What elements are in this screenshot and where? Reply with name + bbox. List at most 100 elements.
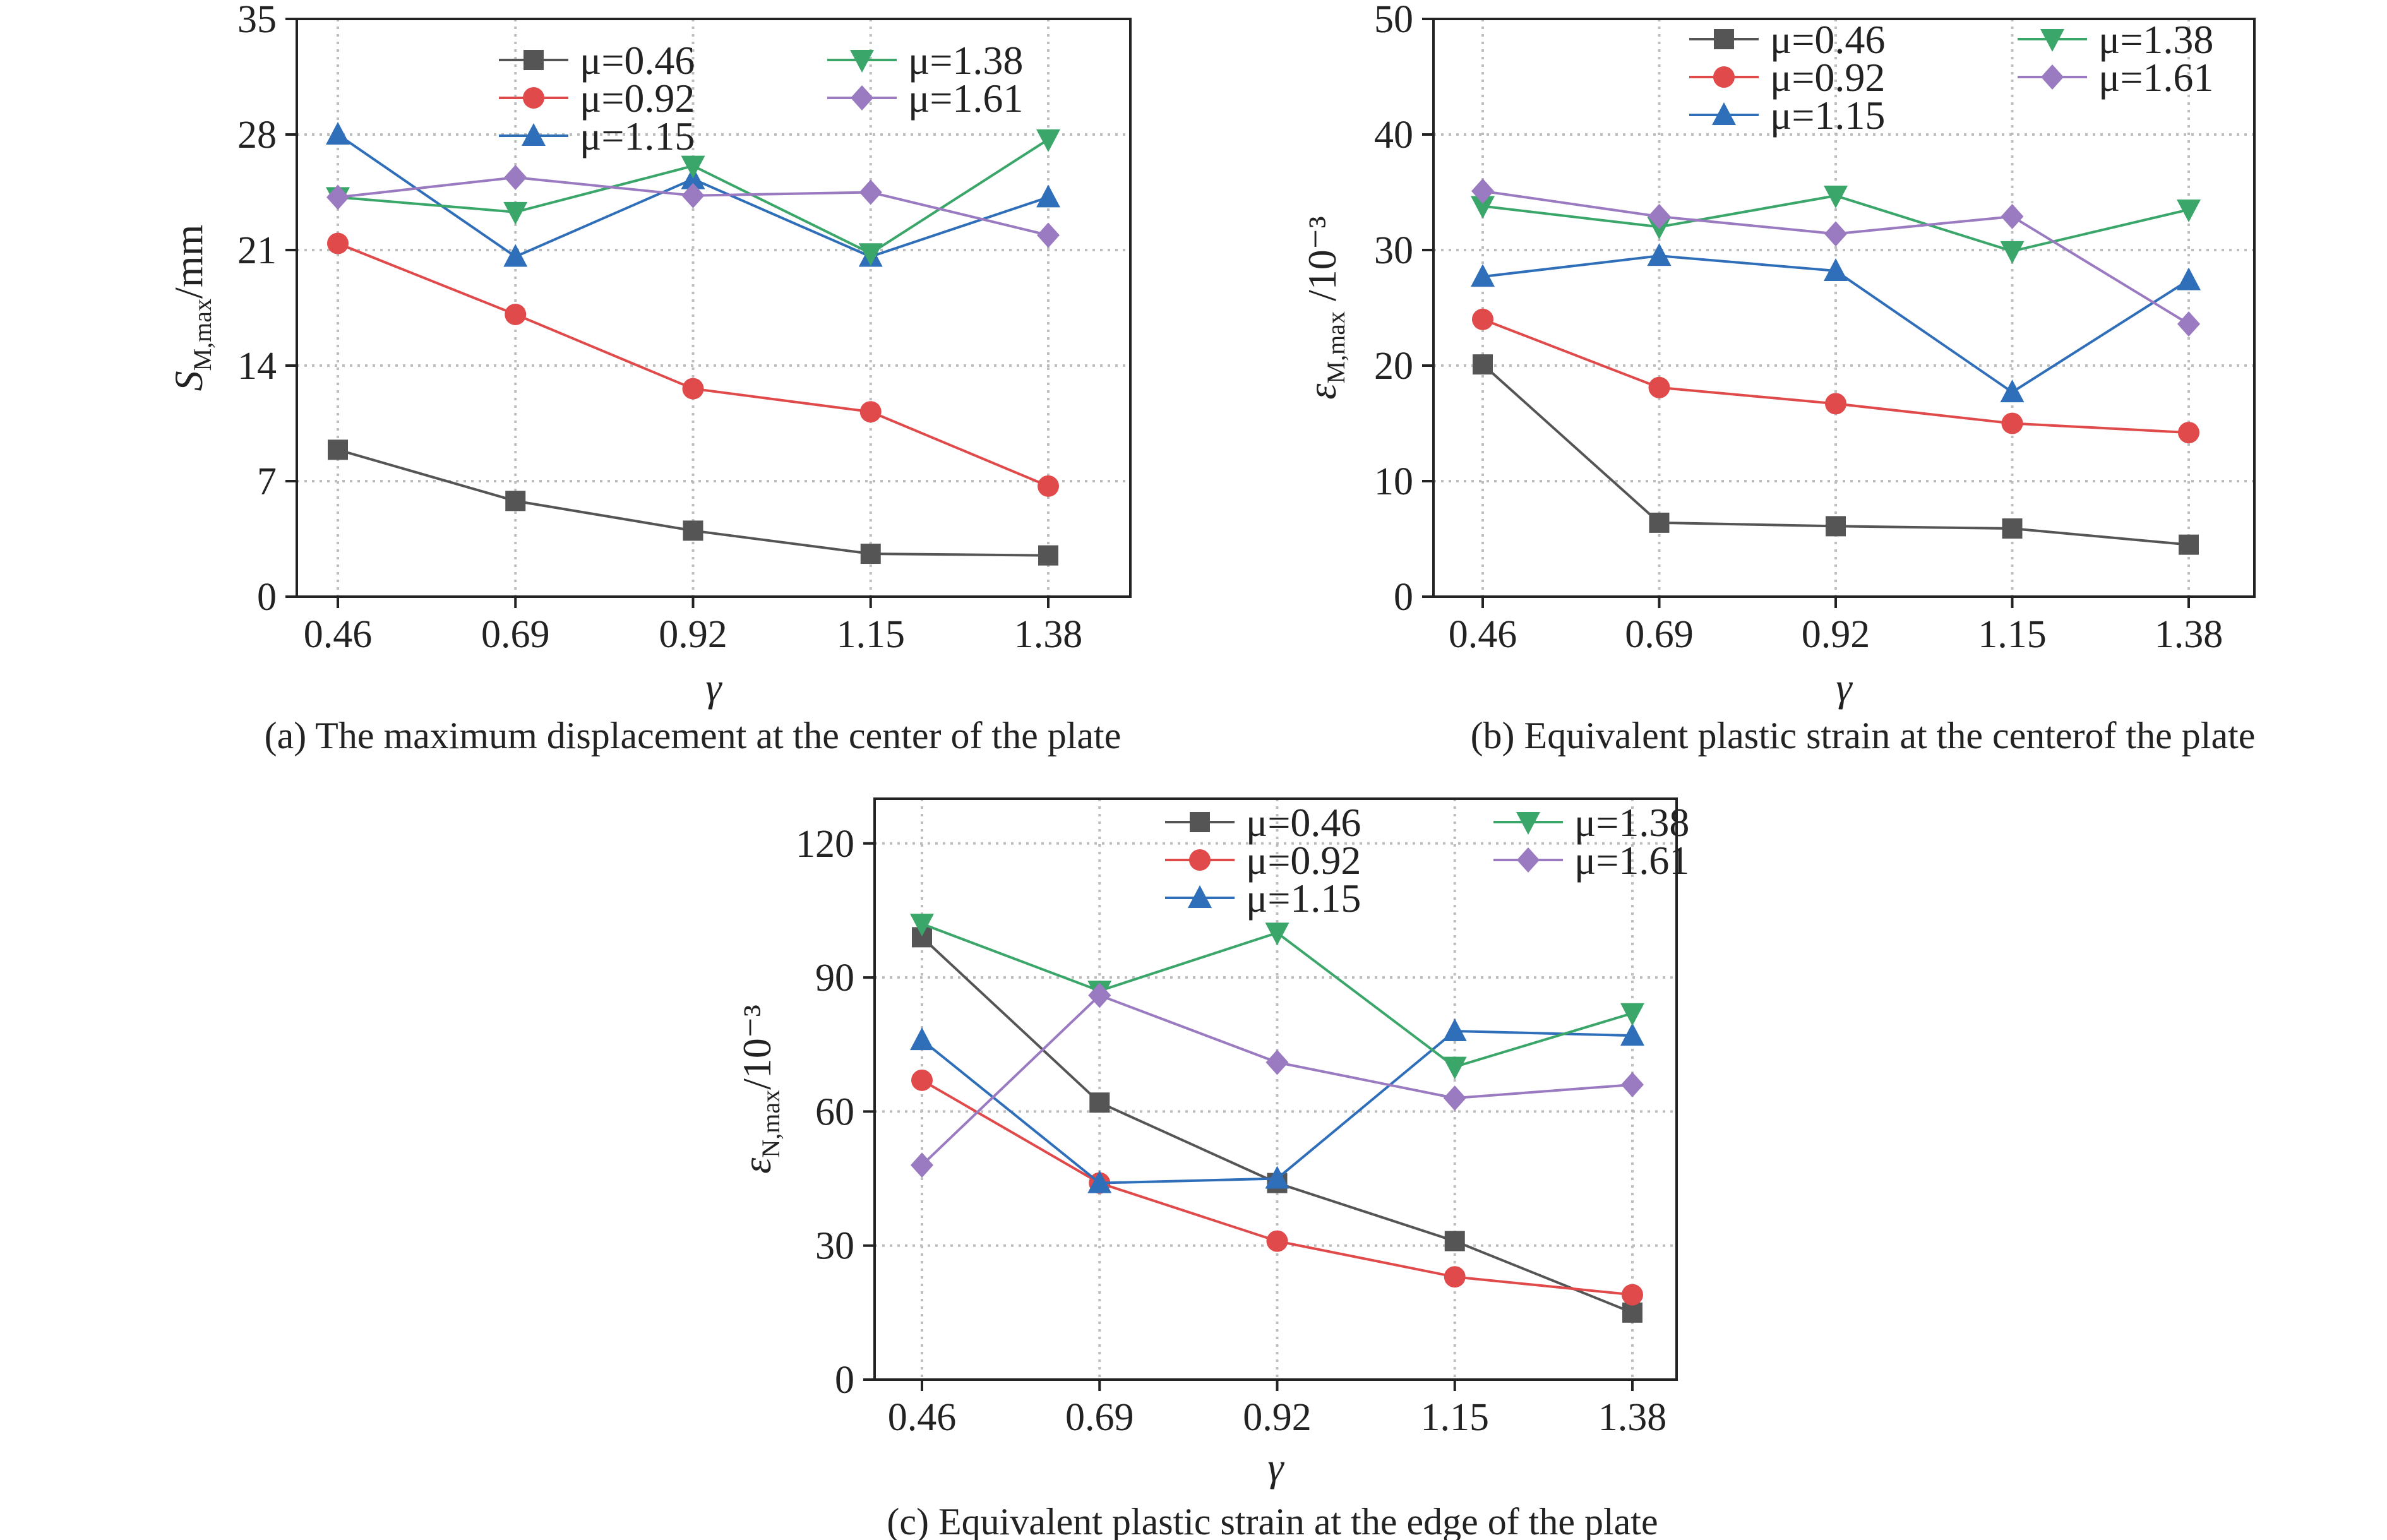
data-point bbox=[327, 232, 349, 254]
data-point bbox=[683, 520, 703, 541]
legend-marker bbox=[523, 50, 544, 70]
data-point bbox=[1824, 258, 1848, 281]
y-tick-label: 0 bbox=[1394, 576, 1413, 619]
data-point bbox=[1038, 475, 1059, 497]
x-tick-label: 0.92 bbox=[659, 613, 727, 656]
legend-marker bbox=[522, 123, 546, 146]
series-1_15 bbox=[910, 1018, 1644, 1193]
data-point bbox=[1265, 922, 1289, 946]
y-tick-label: 20 bbox=[1374, 345, 1413, 388]
legend-marker bbox=[523, 87, 544, 109]
legend-label: μ=1.15 bbox=[580, 114, 695, 158]
series-0_92 bbox=[327, 232, 1059, 497]
data-point bbox=[681, 182, 705, 208]
legend-item: μ=1.15 bbox=[1689, 93, 1885, 138]
data-point bbox=[1442, 1018, 1467, 1041]
plot-frame bbox=[873, 797, 1678, 1381]
data-point bbox=[1622, 1284, 1643, 1306]
data-point bbox=[910, 914, 934, 937]
data-point bbox=[1471, 178, 1494, 204]
data-point bbox=[1622, 1302, 1642, 1323]
data-point bbox=[1443, 1085, 1466, 1111]
data-point bbox=[505, 491, 526, 511]
x-tick-label: 1.15 bbox=[1421, 1396, 1490, 1439]
x-axis-title: γ bbox=[705, 665, 722, 710]
x-tick-label: 0.46 bbox=[888, 1396, 957, 1439]
y-tick-label: 90 bbox=[815, 957, 854, 1000]
x-tick-label: 1.15 bbox=[837, 613, 906, 656]
legend-label: μ=1.61 bbox=[1574, 838, 1689, 883]
chart-panel-a: 0.46 0.69 0.92 1.15 1.38 0 7 14 21 28 35 γ SM,max/mm… bbox=[166, 0, 1132, 756]
data-point bbox=[1087, 1170, 1112, 1193]
y-tick-label: 30 bbox=[1374, 229, 1413, 272]
data-point bbox=[2179, 534, 2199, 555]
data-point bbox=[1473, 354, 1493, 375]
legend-marker bbox=[1517, 847, 1540, 873]
data-point bbox=[2000, 241, 2025, 264]
y-tick-label: 40 bbox=[1374, 114, 1413, 157]
data-point bbox=[682, 378, 704, 400]
legend-marker bbox=[2041, 64, 2064, 90]
data-point bbox=[2000, 379, 2025, 403]
data-point bbox=[2177, 199, 2201, 222]
legend-item: μ=0.92 bbox=[1165, 838, 1361, 883]
legend-marker bbox=[1189, 849, 1211, 871]
legend-marker bbox=[1190, 812, 1210, 832]
legend-marker bbox=[1713, 66, 1735, 88]
legend-item: μ=0.46 bbox=[499, 38, 695, 83]
y-tick-label: 30 bbox=[815, 1225, 854, 1268]
legend-item: μ=1.38 bbox=[1493, 800, 1689, 845]
data-point bbox=[911, 1152, 933, 1178]
plot-frame bbox=[296, 18, 1132, 598]
data-point bbox=[326, 184, 349, 210]
data-point bbox=[505, 303, 527, 325]
data-point bbox=[1825, 393, 1846, 415]
y-tick-label: 0 bbox=[835, 1359, 854, 1402]
legend-label: μ=1.61 bbox=[2098, 55, 2213, 100]
data-point bbox=[1471, 196, 1495, 219]
data-point bbox=[503, 201, 528, 225]
chart-panel-c: 0.46 0.69 0.92 1.15 1.38 0 30 60 90 120 γ εN,max/10… bbox=[734, 797, 1689, 1540]
legend-label: μ=1.38 bbox=[908, 38, 1023, 83]
data-point bbox=[2001, 412, 2023, 434]
data-point bbox=[2177, 267, 2201, 290]
legend-marker bbox=[851, 85, 873, 110]
data-point bbox=[859, 179, 882, 205]
data-point bbox=[1038, 545, 1058, 566]
y-tick-label: 14 bbox=[237, 345, 277, 388]
legend-item: μ=0.92 bbox=[499, 76, 695, 121]
data-point bbox=[1442, 1056, 1467, 1080]
data-point bbox=[1824, 221, 1847, 247]
data-point bbox=[328, 439, 348, 460]
data-point bbox=[1620, 1003, 1644, 1026]
y-axis-title: εM,max /10⁻³ bbox=[1300, 216, 1350, 399]
data-point bbox=[1471, 264, 1495, 287]
data-point bbox=[1036, 184, 1060, 208]
x-axis-title: γ bbox=[1836, 665, 1853, 710]
legend-item: μ=1.15 bbox=[499, 114, 695, 158]
series-1_15 bbox=[1471, 243, 2201, 403]
legend-label: μ=0.92 bbox=[580, 76, 695, 121]
legend-label: μ=0.92 bbox=[1770, 55, 1885, 100]
series-0_92 bbox=[1472, 308, 2199, 444]
legend-marker bbox=[1516, 812, 1540, 835]
y-tick-label: 50 bbox=[1374, 0, 1413, 41]
x-tick-label: 0.92 bbox=[1243, 1396, 1312, 1439]
data-point bbox=[503, 244, 528, 267]
legend-label: μ=1.61 bbox=[908, 76, 1023, 121]
data-point bbox=[1649, 512, 1670, 533]
legend-item: μ=0.92 bbox=[1689, 55, 1885, 100]
legend-label: μ=1.15 bbox=[1770, 93, 1885, 138]
x-tick-label: 0.69 bbox=[1625, 613, 1694, 656]
legend-label: μ=0.92 bbox=[1246, 838, 1361, 883]
data-point bbox=[1648, 203, 1671, 229]
data-point bbox=[860, 544, 881, 564]
data-point bbox=[504, 164, 527, 190]
series-1_61 bbox=[911, 982, 1644, 1178]
data-point bbox=[1265, 1166, 1289, 1189]
y-tick-label: 10 bbox=[1374, 460, 1413, 503]
data-point bbox=[1826, 516, 1846, 537]
legend-marker bbox=[2040, 29, 2064, 52]
legend-item: μ=1.38 bbox=[2018, 17, 2213, 62]
